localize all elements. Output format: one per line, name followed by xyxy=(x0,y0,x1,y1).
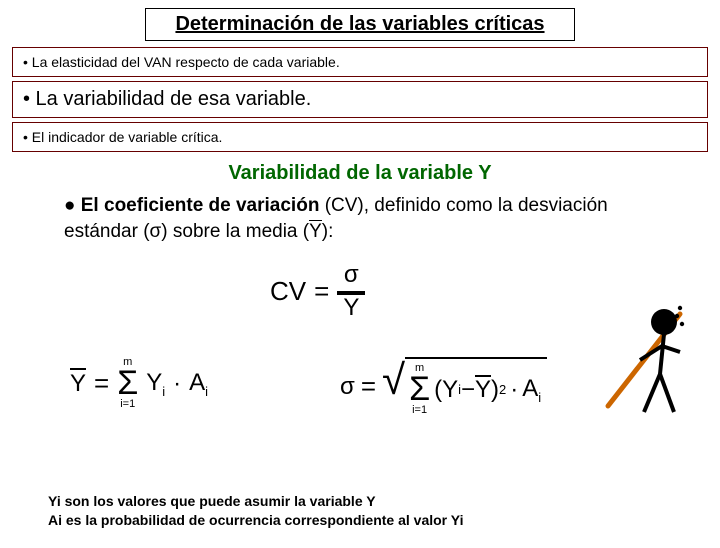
sub-i-2: i xyxy=(205,383,208,398)
term-yi: Yi xyxy=(146,369,165,399)
eq-sign-2: = xyxy=(94,368,109,399)
formula-sigma: σ = √ m Σ i=1 (Yi − Y )2 · xyxy=(340,357,547,416)
title-box: Determinación de las variables críticas xyxy=(145,8,575,41)
ybar-sym-2: Y xyxy=(70,370,86,397)
sum-lower-1: i=1 xyxy=(120,399,135,410)
cv-lhs: CV xyxy=(270,276,306,307)
ybar-inner: Y xyxy=(475,376,491,404)
sigma-sym-1: Σ xyxy=(117,368,138,399)
A-2: A xyxy=(522,375,538,402)
sigma-lhs: σ xyxy=(340,373,355,401)
formula-cv: CV = σ Y xyxy=(270,262,365,321)
bullet-2: • La variabilidad de esa variable. xyxy=(23,88,697,111)
footnote-line-2: Ai es la probabilidad de ocurrencia corr… xyxy=(48,511,463,530)
ybar-lhs: Y xyxy=(70,370,86,398)
section-heading: Variabilidad de la variable Y xyxy=(0,162,720,185)
bullet-frame-2: • La variabilidad de esa variable. xyxy=(12,81,708,118)
overline-3 xyxy=(475,375,491,377)
cv-term: coeficiente de variación xyxy=(104,195,319,216)
under-radical: m Σ i=1 (Yi − Y )2 · Ai xyxy=(405,357,547,416)
cv-fraction: σ Y xyxy=(337,262,365,321)
stick-figure-icon xyxy=(602,302,692,422)
sub-i-1: i xyxy=(162,383,165,398)
A-1: A xyxy=(189,369,205,396)
bullet-1: • La elasticidad del VAN respecto de cad… xyxy=(23,54,697,70)
para-tail: ): xyxy=(322,221,334,242)
para-lead: ● El xyxy=(64,195,104,216)
y-mean-inline: Y xyxy=(309,219,322,245)
sigma-sym-2: Σ xyxy=(409,374,430,405)
sub-i-4: i xyxy=(538,389,541,404)
Y-2: Y xyxy=(442,376,458,404)
formula-ybar: Y = m Σ i=1 Yi · Ai xyxy=(70,357,208,410)
slide-title: Determinación de las variables críticas xyxy=(175,13,544,35)
definition-paragraph: ● El coeficiente de variación (CV), defi… xyxy=(64,193,680,244)
formula-area: CV = σ Y Y = m Σ i=1 Yi · xyxy=(0,262,720,462)
bullet-frame-1: • La elasticidad del VAN respecto de cad… xyxy=(12,47,708,77)
bullet-frame-3: • El indicador de variable crítica. xyxy=(12,122,708,152)
eq-sign-3: = xyxy=(361,371,376,402)
sum-lower-2: i=1 xyxy=(412,405,427,416)
ybar-sym-3: Y xyxy=(475,376,491,403)
term-ai-2: Ai xyxy=(522,375,541,405)
cv-num: σ xyxy=(338,262,365,288)
footnote-line-1: Yi son los valores que puede asumir la v… xyxy=(48,492,463,511)
paren-group: (Yi − Y )2 xyxy=(434,376,506,404)
bullet-3: • El indicador de variable crítica. xyxy=(23,129,697,145)
eq-sign-1: = xyxy=(314,276,329,307)
sum-block-2: m Σ i=1 xyxy=(409,363,430,416)
sum-block-1: m Σ i=1 xyxy=(117,357,138,410)
minus: − xyxy=(461,376,475,404)
radical-sym: √ xyxy=(382,361,405,416)
term-ai: Ai xyxy=(189,369,208,399)
footnote: Yi son los valores que puede asumir la v… xyxy=(48,492,463,530)
cv-den: Y xyxy=(337,295,365,321)
dot-1: · xyxy=(173,370,181,398)
overline-1 xyxy=(337,293,365,295)
sqrt-wrap: √ m Σ i=1 (Yi − Y )2 · Ai xyxy=(382,357,547,416)
dot-2: · xyxy=(510,376,518,404)
ybar-sym-1: Y xyxy=(343,294,359,321)
exp-2: 2 xyxy=(499,382,506,397)
Y-1: Y xyxy=(146,369,162,396)
overline-2 xyxy=(70,368,86,370)
